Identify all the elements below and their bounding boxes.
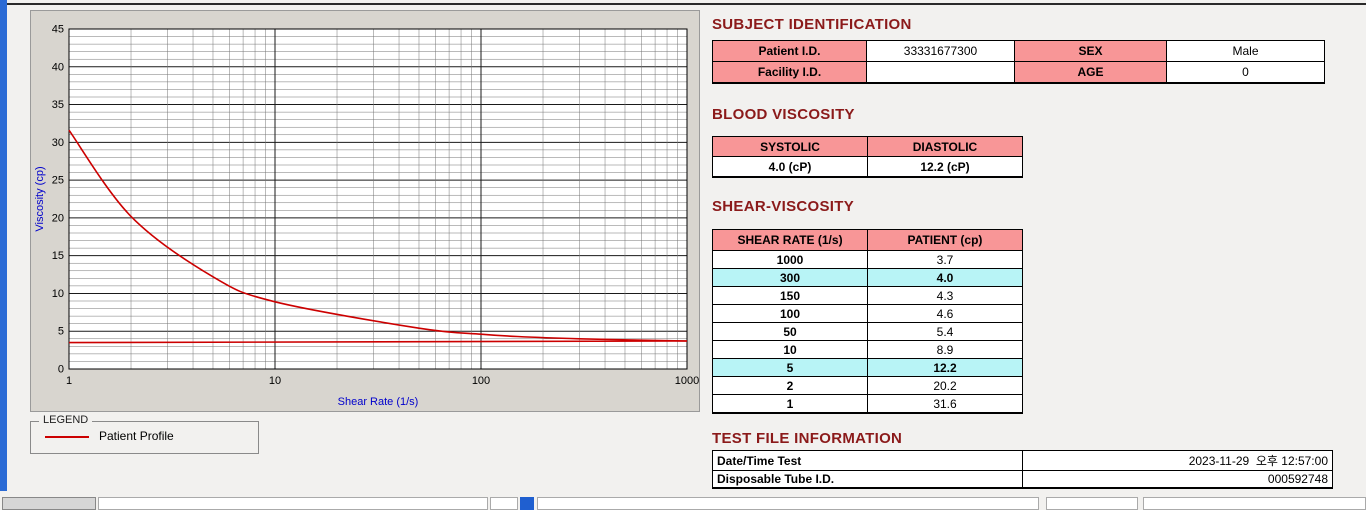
status-icon <box>520 497 534 510</box>
svg-text:30: 30 <box>52 137 64 149</box>
shear-viscosity-row: 50 5.4 <box>712 322 1023 341</box>
patient-viscosity-cell: 8.9 <box>867 340 1023 359</box>
patient-viscosity-cell: 5.4 <box>867 322 1023 341</box>
table-header-row: SHEAR RATE (1/s) PATIENT (cp) <box>712 229 1023 251</box>
table-row: Disposable Tube I.D. 000592748 <box>712 470 1333 489</box>
bottom-toolbar-button[interactable] <box>2 497 96 510</box>
field-label-sex: SEX <box>1014 40 1167 62</box>
field-label-disposable-tube-id: Disposable Tube I.D. <box>712 470 1023 489</box>
viscosity-chart-panel: 0 5 10 15 20 25 30 35 40 45 1 10 100 1000 Shear Rate (… <box>30 10 700 412</box>
blood-viscosity-table: SYSTOLIC DIASTOLIC 4.0 (cP) 12.2 (cP) <box>712 136 1023 178</box>
legend-box: LEGEND Patient Profile <box>30 414 259 454</box>
shear-rate-cell: 50 <box>712 322 868 341</box>
status-panel <box>537 497 1039 510</box>
column-header-patient-cp: PATIENT (cp) <box>867 229 1023 251</box>
svg-text:Shear Rate (1/s): Shear Rate (1/s) <box>338 396 419 408</box>
table-header-row: SYSTOLIC DIASTOLIC <box>712 136 1023 157</box>
shear-rate-cell: 100 <box>712 304 868 323</box>
svg-text:5: 5 <box>58 326 64 338</box>
patient-viscosity-cell: 31.6 <box>867 394 1023 414</box>
svg-text:0: 0 <box>58 364 64 376</box>
patient-viscosity-cell: 12.2 <box>867 358 1023 377</box>
field-label-facility-id: Facility I.D. <box>712 61 867 84</box>
field-label-age: AGE <box>1014 61 1167 84</box>
svg-text:15: 15 <box>52 250 64 262</box>
status-panel <box>490 497 518 510</box>
shear-viscosity-row: 100 4.6 <box>712 304 1023 323</box>
field-value-sex: Male <box>1166 40 1325 62</box>
svg-text:10: 10 <box>269 375 281 387</box>
svg-text:25: 25 <box>52 175 64 187</box>
table-row: Date/Time Test 2023-11-29 오후 12:57:00 <box>712 450 1333 471</box>
svg-text:1000: 1000 <box>675 375 699 387</box>
svg-text:10: 10 <box>52 288 64 300</box>
shear-rate-cell: 2 <box>712 376 868 395</box>
window-left-border <box>0 0 7 491</box>
svg-text:1: 1 <box>66 375 72 387</box>
status-panel <box>98 497 488 510</box>
shear-rate-cell: 10 <box>712 340 868 359</box>
status-panel <box>1046 497 1138 510</box>
shear-viscosity-row: 1 31.6 <box>712 394 1023 414</box>
patient-profile-line-swatch <box>45 436 89 438</box>
section-title-blood-viscosity: BLOOD VISCOSITY <box>712 106 855 123</box>
shear-rate-cell: 5 <box>712 358 868 377</box>
legend-box-label: LEGEND <box>39 414 93 426</box>
column-header-diastolic: DIASTOLIC <box>867 136 1023 157</box>
field-label-date-time-test: Date/Time Test <box>712 450 1023 471</box>
field-value-disposable-tube-id: 000592748 <box>1022 470 1333 489</box>
patient-viscosity-cell: 20.2 <box>867 376 1023 395</box>
svg-text:35: 35 <box>52 99 64 111</box>
field-value-facility-id <box>866 61 1015 84</box>
shear-rate-cell: 150 <box>712 286 868 305</box>
shear-rate-cell: 1 <box>712 394 868 414</box>
section-title-subject-identification: SUBJECT IDENTIFICATION <box>712 16 912 33</box>
subject-identification-table: Patient I.D. 33331677300 SEX Male Facili… <box>712 40 1325 84</box>
table-row: Facility I.D. AGE 0 <box>712 61 1325 84</box>
shear-viscosity-row: 300 4.0 <box>712 268 1023 287</box>
field-label-patient-id: Patient I.D. <box>712 40 867 62</box>
systolic-value: 4.0 (cP) <box>712 156 868 178</box>
svg-text:100: 100 <box>472 375 490 387</box>
shear-viscosity-row: 1000 3.7 <box>712 250 1023 269</box>
svg-text:20: 20 <box>52 212 64 224</box>
table-row: Patient I.D. 33331677300 SEX Male <box>712 40 1325 62</box>
shear-rate-cell: 1000 <box>712 250 868 269</box>
status-panel <box>1143 497 1366 510</box>
patient-viscosity-cell: 3.7 <box>867 250 1023 269</box>
field-value-patient-id: 33331677300 <box>866 40 1015 62</box>
viscosity-chart: 0 5 10 15 20 25 30 35 40 45 1 10 100 1000 Shear Rate (… <box>31 11 699 411</box>
column-header-shear-rate: SHEAR RATE (1/s) <box>712 229 868 251</box>
svg-text:40: 40 <box>52 61 64 73</box>
svg-text:45: 45 <box>52 24 64 36</box>
shear-viscosity-table: SHEAR RATE (1/s) PATIENT (cp) 1000 3.7 300… <box>712 229 1023 414</box>
patient-viscosity-cell: 4.3 <box>867 286 1023 305</box>
test-file-information-table: Date/Time Test 2023-11-29 오후 12:57:00 Di… <box>712 450 1333 489</box>
shear-viscosity-row: 10 8.9 <box>712 340 1023 359</box>
patient-viscosity-cell: 4.6 <box>867 304 1023 323</box>
svg-text:Viscosity (cp): Viscosity (cp) <box>34 166 46 231</box>
field-value-age: 0 <box>1166 61 1325 84</box>
field-value-date-time-test: 2023-11-29 오후 12:57:00 <box>1022 450 1333 471</box>
legend-series-label: Patient Profile <box>99 429 174 443</box>
diastolic-value: 12.2 (cP) <box>867 156 1023 178</box>
shear-viscosity-row: 5 12.2 <box>712 358 1023 377</box>
table-row: 4.0 (cP) 12.2 (cP) <box>712 156 1023 178</box>
section-title-shear-viscosity: SHEAR-VISCOSITY <box>712 198 855 215</box>
section-title-test-file-information: TEST FILE INFORMATION <box>712 430 903 447</box>
shear-rate-cell: 300 <box>712 268 868 287</box>
window-top-border <box>7 3 1366 5</box>
shear-viscosity-row: 2 20.2 <box>712 376 1023 395</box>
patient-viscosity-cell: 4.0 <box>867 268 1023 287</box>
shear-viscosity-row: 150 4.3 <box>712 286 1023 305</box>
column-header-systolic: SYSTOLIC <box>712 136 868 157</box>
